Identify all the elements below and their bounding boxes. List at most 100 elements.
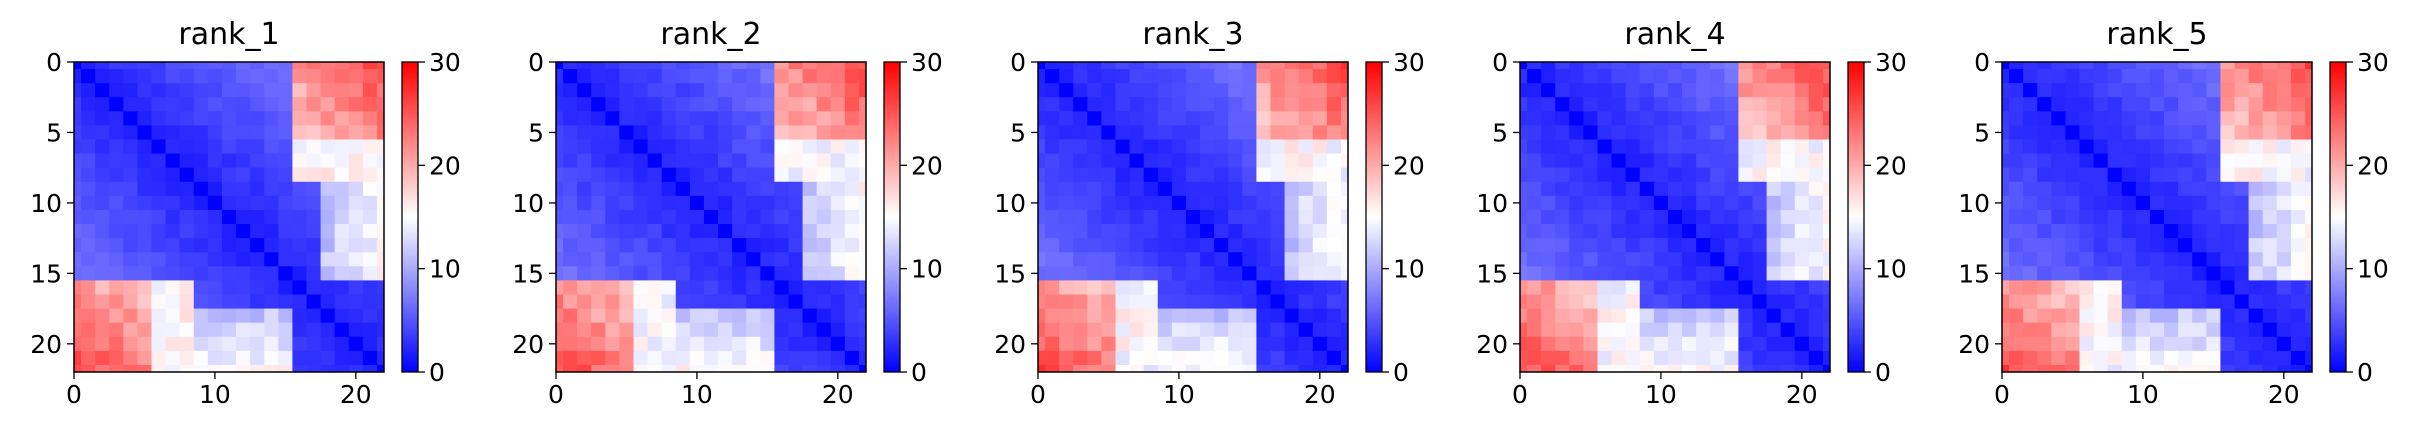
heatmap-cell	[2220, 364, 2235, 373]
heatmap-cell	[633, 350, 648, 366]
heatmap-cell	[1312, 153, 1328, 169]
heatmap-cell	[2079, 266, 2094, 281]
heatmap-cell	[2276, 125, 2292, 140]
heatmap-cell	[2206, 181, 2221, 197]
heatmap-cell	[1724, 167, 1739, 183]
heatmap-cell	[689, 83, 705, 98]
heatmap-cell	[1569, 252, 1584, 267]
heatmap-cell	[1129, 294, 1145, 309]
heatmap-cell	[334, 125, 350, 140]
heatmap-cell	[264, 364, 279, 373]
heatmap-cell	[264, 153, 279, 169]
heatmap-cell	[830, 181, 846, 197]
heatmap-cell	[2234, 280, 2249, 295]
heatmap-cell	[1340, 195, 1349, 211]
heatmap-cell	[1200, 322, 1215, 338]
heatmap-cell	[858, 294, 867, 309]
heatmap-cell	[830, 336, 846, 352]
heatmap-cell	[2234, 69, 2249, 84]
heatmap-cell	[1059, 69, 1074, 84]
heatmap-cell	[1200, 125, 1215, 140]
heatmap-cell	[221, 336, 237, 352]
heatmap-cell	[2220, 111, 2235, 126]
heatmap-cell	[2234, 336, 2249, 352]
heatmap-cell	[278, 364, 293, 373]
heatmap-cell	[2009, 181, 2024, 197]
heatmap-cell	[830, 69, 846, 84]
heatmap-cell	[1270, 125, 1285, 140]
heatmap-cell	[858, 69, 867, 84]
heatmap-cell	[1583, 294, 1598, 309]
heatmap-cell	[1808, 350, 1824, 366]
heatmap-cell	[278, 238, 293, 253]
heatmap-cell	[718, 350, 733, 366]
heatmap-cell	[858, 111, 867, 126]
heatmap-cell	[1312, 83, 1328, 98]
heatmap-cell	[1766, 167, 1782, 183]
heatmap-cell	[1143, 125, 1159, 140]
heatmap-cell	[1738, 153, 1753, 169]
heatmap-cell	[1752, 83, 1767, 98]
heatmap-cell	[2304, 238, 2313, 253]
heatmap-cell	[1256, 125, 1271, 140]
heatmap-cell	[1794, 181, 1810, 197]
heatmap-cell	[2178, 364, 2193, 373]
heatmap-cell	[2079, 167, 2094, 183]
heatmap-cell	[1242, 224, 1257, 239]
heatmap-cell	[1822, 280, 1831, 295]
heatmap-cell	[703, 336, 719, 352]
heatmap-cell	[2037, 167, 2052, 183]
heatmap-cell	[1326, 350, 1342, 366]
heatmap-cell	[703, 266, 719, 281]
heatmap-cell	[348, 238, 364, 253]
heatmap-cell	[1256, 364, 1271, 373]
heatmap-cell	[605, 336, 620, 352]
heatmap-cell	[1256, 350, 1271, 366]
heatmap-cell	[2248, 181, 2264, 197]
heatmap-cell	[2037, 195, 2052, 211]
heatmap-cell	[760, 167, 775, 183]
heatmap-cell	[2262, 62, 2278, 70]
heatmap-cell	[746, 195, 761, 211]
heatmap-cell	[1059, 322, 1074, 338]
heatmap-cell	[605, 167, 620, 183]
colorbar	[401, 61, 419, 373]
heatmap-cell	[2107, 181, 2123, 197]
heatmap-cell	[1038, 125, 1046, 140]
heatmap-cell	[1059, 97, 1074, 112]
heatmap-cell	[1766, 195, 1782, 211]
heatmap-cell	[563, 238, 578, 253]
heatmap-cell	[207, 83, 223, 98]
heatmap-cell	[81, 238, 96, 253]
heatmap-cell	[362, 350, 378, 366]
heatmap-cell	[1667, 238, 1683, 253]
heatmap-cell	[2192, 62, 2207, 70]
heatmap-cell	[376, 69, 385, 84]
heatmap-cell	[1115, 209, 1130, 225]
heatmap-cell	[2079, 83, 2094, 98]
heatmap-cell	[2093, 139, 2109, 154]
heatmap-cell	[746, 153, 761, 169]
heatmap-cell	[2290, 139, 2306, 154]
heatmap-cell	[689, 69, 705, 84]
heatmap-cell	[2262, 209, 2278, 225]
heatmap-cell	[1667, 209, 1683, 225]
heatmap-cell	[1326, 238, 1342, 253]
heatmap-cell	[816, 209, 832, 225]
heatmap-cell	[788, 280, 803, 295]
heatmap-cell	[1667, 97, 1683, 112]
heatmap-cell	[1667, 266, 1683, 281]
heatmap-cell	[830, 238, 846, 253]
heatmap-cell	[1143, 83, 1159, 98]
chart-title: rank_4	[1624, 17, 1725, 52]
heatmap-cell	[675, 139, 691, 154]
heatmap-cell	[2135, 336, 2151, 352]
heatmap-cell	[647, 209, 663, 225]
heatmap-cell	[1115, 69, 1130, 84]
heatmap-cell	[2290, 167, 2306, 183]
heatmap-cell	[1611, 252, 1627, 267]
heatmap-cell	[2262, 294, 2278, 309]
heatmap-cell	[179, 252, 195, 267]
heatmap-cell	[1115, 153, 1130, 169]
heatmap-cell	[619, 83, 634, 98]
